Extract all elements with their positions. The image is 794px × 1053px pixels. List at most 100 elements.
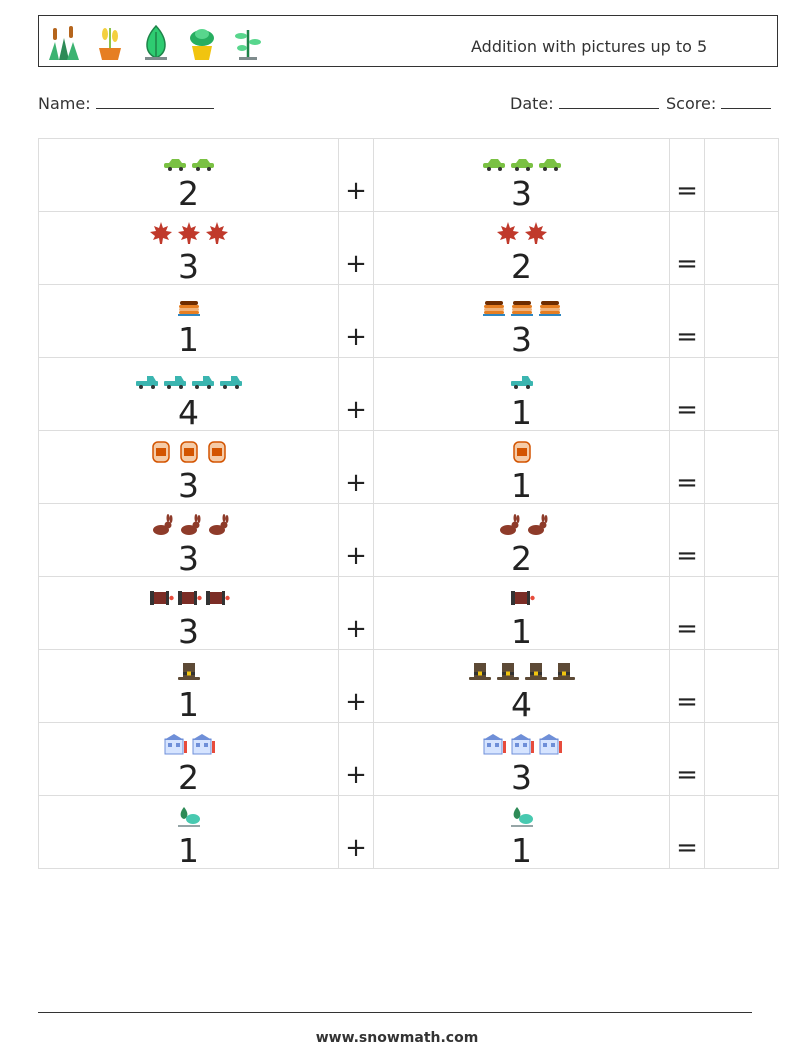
addend-a-cell: 1 [38,795,339,870]
tree-bush-icon [509,804,535,834]
addend-a-pictures [39,806,338,834]
equals-sign: = [676,395,698,425]
equals-cell: = [669,284,705,358]
addend-a-cell: 3 [38,503,339,578]
addend-b-pictures [374,149,669,177]
equals-sign: = [676,833,698,863]
answer-cell[interactable] [704,284,779,358]
addend-a-pictures [39,368,338,396]
equals-cell: = [669,576,705,650]
problem-row: 2 +3 = [38,722,779,796]
addend-b-cell: 4 [373,649,670,723]
pancake-stack-icon [509,293,535,323]
plus-cell: + [338,576,374,650]
plus-sign: + [345,468,367,498]
name-blank[interactable] [95,94,214,109]
problem-row: 2 +3 = [38,138,779,213]
equals-cell: = [669,357,705,431]
addend-a-pictures [39,441,338,469]
equals-sign: = [676,176,698,206]
accordion-icon [176,585,202,615]
plus-cell: + [338,795,374,869]
plus-cell: + [338,138,374,212]
answer-cell[interactable] [704,430,779,504]
answer-cell[interactable] [704,649,779,723]
plus-sign: + [345,322,367,352]
score-field[interactable]: Score: [666,94,772,113]
answer-cell[interactable] [704,211,779,285]
problems-table: 2 +3 = 3 +2 = 1 +3 = 4 +1 = 3 +1 = 3 +2 = 3 +1 = 1 +4 = 2 +3 = 1 +1 = [38,138,779,869]
addend-b-pictures [374,295,669,323]
answer-cell[interactable] [704,722,779,796]
addend-b-number: 3 [511,174,532,213]
addend-b-cell: 3 [373,284,670,358]
addend-a-cell: 3 [38,211,339,286]
pickup-truck-icon [134,366,160,396]
addend-b-pictures [374,660,669,688]
addend-b-cell: 1 [373,430,670,505]
addend-a-number: 3 [178,539,199,578]
plus-sign: + [345,176,367,206]
addend-a-number: 3 [178,247,199,286]
maple-leaf-icon [148,220,174,250]
addend-b-number: 2 [511,247,532,286]
answer-cell[interactable] [704,138,779,212]
barrel-icon [509,439,535,469]
barrel-icon [148,439,174,469]
maple-leaf-icon [495,220,521,250]
addend-b-cell: 1 [373,576,670,651]
addend-b-pictures [374,733,669,761]
name-label: Name: [38,94,91,113]
equals-cell: = [669,503,705,577]
answer-cell[interactable] [704,576,779,650]
addend-b-cell: 3 [373,138,670,213]
answer-cell[interactable] [704,503,779,577]
equals-sign: = [676,760,698,790]
answer-cell[interactable] [704,357,779,431]
rabbit-icon [176,512,202,542]
maple-leaf-icon [523,220,549,250]
addend-b-pictures [374,222,669,250]
score-blank[interactable] [721,94,772,109]
equals-sign: = [676,322,698,352]
problem-row: 1 +1 = [38,795,779,870]
addend-b-cell: 3 [373,722,670,796]
addend-b-cell: 1 [373,795,670,869]
accordion-icon [509,585,535,615]
car-icon [537,147,563,177]
addend-b-pictures [374,587,669,615]
score-label: Score: [666,94,717,113]
rabbit-icon [523,512,549,542]
pancake-stack-icon [176,293,202,323]
date-label: Date: [510,94,554,113]
equals-sign: = [676,249,698,279]
answer-cell[interactable] [704,795,779,869]
date-blank[interactable] [558,94,659,109]
addend-a-pictures [39,149,338,177]
addend-a-number: 1 [178,831,199,870]
maple-leaf-icon [176,220,202,250]
problem-row: 1 +3 = [38,284,779,358]
addend-a-number: 1 [178,685,199,724]
plus-cell: + [338,357,374,431]
car-icon [481,147,507,177]
equals-cell: = [669,795,705,869]
name-field[interactable]: Name: [38,94,214,113]
plus-cell: + [338,430,374,504]
problem-row: 4 +1 = [38,357,779,431]
addend-b-number: 1 [511,612,532,651]
pancake-stack-icon [537,293,563,323]
rabbit-icon [204,512,230,542]
date-field[interactable]: Date: [510,94,659,113]
accordion-icon [148,585,174,615]
addend-b-number: 2 [511,539,532,578]
pilgrim-hat-icon [176,658,202,688]
addend-a-number: 2 [178,174,199,213]
addend-b-pictures [374,441,669,469]
addend-b-number: 1 [511,466,532,505]
pickup-truck-icon [218,366,244,396]
addend-a-cell: 1 [38,649,339,724]
plus-sign: + [345,249,367,279]
barrel-icon [204,439,230,469]
plus-sign: + [345,760,367,790]
